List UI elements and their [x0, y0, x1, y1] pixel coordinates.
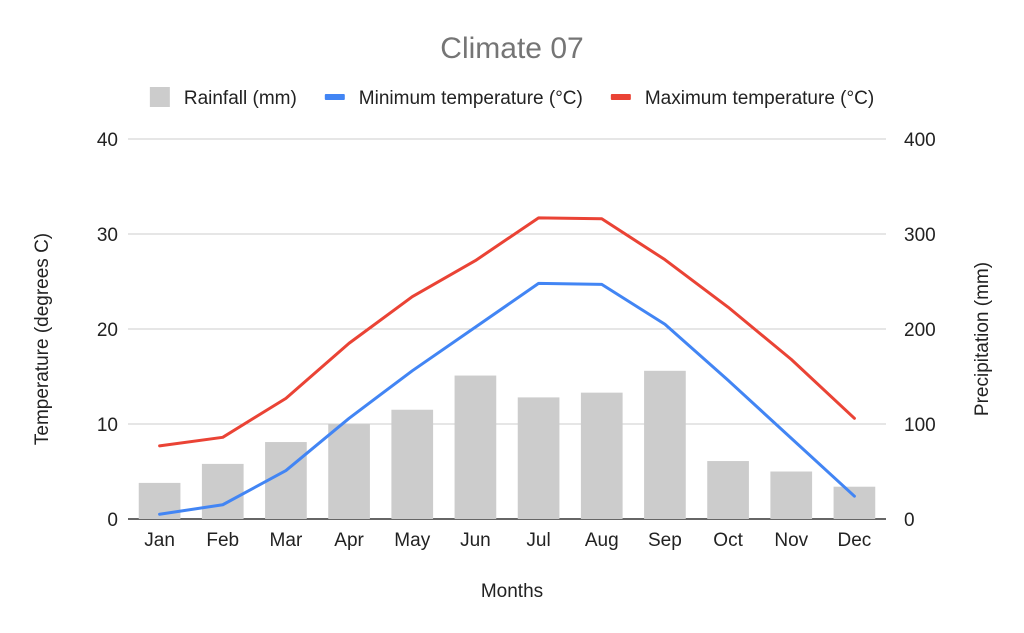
- legend: Rainfall (mm) Minimum temperature (°C) Max…: [149, 87, 874, 109]
- left-axis-ticks: 0 10 20 30 40: [97, 130, 118, 531]
- x-tick-label: Jan: [144, 530, 175, 551]
- legend-label: Rainfall (mm): [184, 88, 297, 109]
- legend-swatch: [610, 94, 631, 100]
- series-line: [158, 281, 856, 516]
- right-axis-label: Precipitation (mm): [972, 262, 993, 416]
- series-line: [158, 216, 856, 448]
- x-axis-label: Months: [481, 581, 543, 602]
- legend-swatch: [324, 94, 345, 100]
- bar: [644, 370, 686, 519]
- legend-swatch: [149, 87, 170, 107]
- bar: [328, 424, 370, 519]
- left-tick-label: 20: [97, 320, 118, 341]
- chart-title: Climate 07: [440, 32, 583, 65]
- temperature-lines: [158, 216, 856, 516]
- right-tick-label: 200: [904, 320, 936, 341]
- x-tick-label: Mar: [270, 530, 303, 551]
- bar: [707, 461, 749, 519]
- right-tick-label: 0: [904, 510, 915, 531]
- bar: [770, 471, 813, 519]
- bar: [201, 463, 244, 519]
- x-tick-label: Nov: [774, 530, 808, 551]
- bar: [265, 442, 307, 519]
- right-tick-label: 300: [904, 225, 936, 246]
- right-axis-ticks: 0 100 200 300 400: [904, 130, 936, 531]
- x-tick-label: Jun: [460, 530, 491, 551]
- legend-item: Minimum temperature (°C): [324, 88, 583, 109]
- gridlines: [128, 138, 886, 520]
- right-tick-label: 100: [904, 415, 936, 436]
- bar: [580, 392, 623, 519]
- left-tick-label: 10: [97, 415, 118, 436]
- left-tick-label: 0: [107, 510, 118, 531]
- left-tick-label: 30: [97, 225, 118, 246]
- rainfall-bars: [138, 370, 876, 519]
- x-tick-label: Jul: [526, 530, 550, 551]
- x-tick-label: Dec: [838, 530, 872, 551]
- bar: [517, 397, 560, 519]
- legend-label: Maximum temperature (°C): [645, 88, 874, 109]
- x-tick-label: Feb: [206, 530, 239, 551]
- bar: [454, 375, 497, 519]
- bar: [391, 409, 434, 519]
- bar: [833, 486, 876, 519]
- legend-item: Maximum temperature (°C): [610, 88, 874, 109]
- x-axis-ticks: Jan Feb Mar Apr May Jun Jul Aug Sep Oct Nov Dec: [144, 530, 871, 551]
- left-tick-label: 40: [97, 130, 118, 151]
- x-tick-label: Sep: [648, 530, 682, 551]
- x-tick-label: Oct: [713, 530, 743, 551]
- x-tick-label: Apr: [334, 530, 364, 551]
- legend-item: Rainfall (mm): [149, 87, 297, 109]
- legend-label: Minimum temperature (°C): [359, 88, 583, 109]
- left-axis-label: Temperature (degrees C): [32, 233, 53, 445]
- x-tick-label: Aug: [585, 530, 619, 551]
- x-tick-label: May: [394, 530, 430, 551]
- right-tick-label: 400: [904, 130, 936, 151]
